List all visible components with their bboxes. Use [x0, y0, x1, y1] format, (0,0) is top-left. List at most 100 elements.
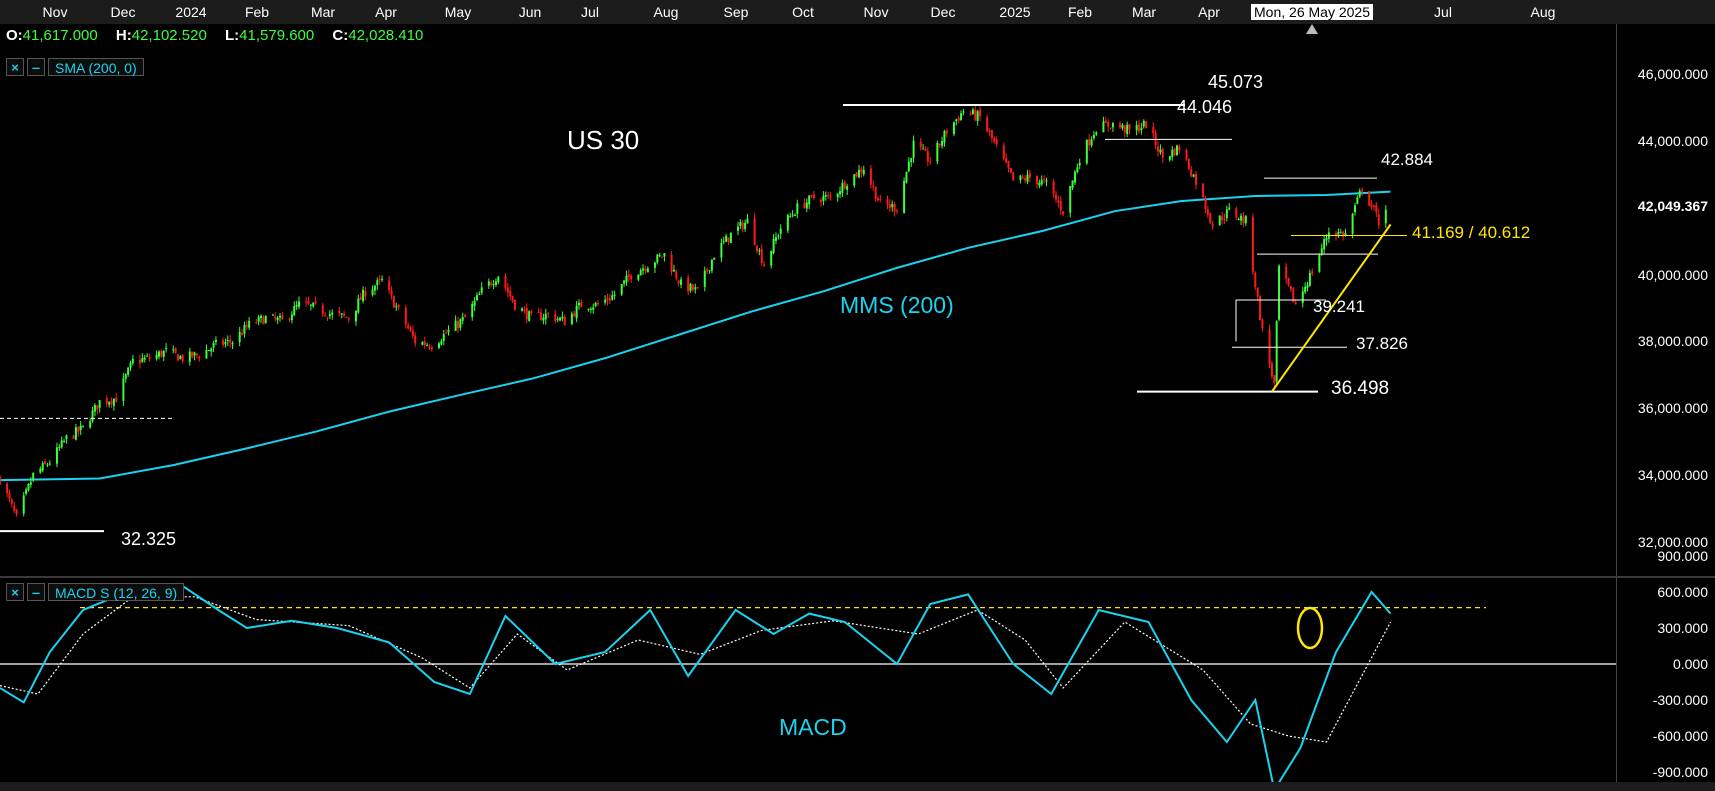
sma-indicator-name[interactable]: SMA (200, 0): [48, 58, 144, 76]
candle-body: [490, 282, 493, 285]
candle-body: [1088, 139, 1091, 146]
candle-body: [661, 256, 664, 258]
candle-body: [1092, 134, 1095, 139]
time-tick-label: Apr: [375, 4, 397, 20]
candle-body: [1007, 161, 1010, 169]
candle-body: [836, 193, 839, 198]
candle-body: [127, 367, 130, 375]
candle-body: [371, 289, 374, 295]
candle-body: [388, 280, 391, 291]
candle-body: [739, 222, 742, 226]
candle-body: [229, 339, 232, 343]
time-tick-label: Sep: [723, 4, 749, 20]
candle-body: [1019, 175, 1022, 181]
level-label-32325: 32.325: [121, 529, 177, 549]
candle-body: [544, 313, 547, 320]
candle-body: [397, 304, 400, 308]
candle-body: [926, 151, 929, 162]
candle-body: [155, 354, 158, 359]
candle-body: [1256, 287, 1259, 297]
candle-body: [1292, 288, 1295, 303]
candle-body: [805, 202, 808, 209]
candle-body: [722, 241, 725, 243]
candle-body: [1225, 209, 1228, 219]
candle-body: [1334, 233, 1337, 236]
level-label-41169-40612: 41.169 / 40.612: [1412, 223, 1531, 242]
candle-body: [354, 310, 357, 322]
candle-body: [328, 314, 331, 317]
time-tick-label: Aug: [653, 4, 679, 20]
candle-body: [41, 463, 44, 471]
macd-close-button[interactable]: ×: [6, 583, 24, 601]
candle-body: [777, 235, 780, 237]
candle-body: [407, 325, 410, 329]
candle-body: [1353, 205, 1356, 213]
open-value: 41,617.000: [22, 27, 98, 44]
candle-body: [112, 398, 115, 406]
candle-body: [855, 172, 858, 177]
candle-body: [1206, 209, 1209, 216]
candle-body: [670, 254, 673, 272]
candle-body: [98, 400, 101, 408]
level-label-42884: 42.884: [1381, 150, 1433, 169]
candle-body: [879, 199, 882, 201]
candle-body: [608, 298, 611, 301]
current-price-label: 42,049.367: [1637, 198, 1708, 215]
macd-line: [0, 584, 1392, 791]
candle-body: [986, 117, 989, 132]
candle-body: [105, 398, 108, 404]
macd-tick-label: 0.000: [1672, 656, 1708, 672]
candle-body: [364, 291, 367, 297]
candle-body: [231, 342, 234, 345]
candle-body: [1294, 302, 1297, 305]
candle-body: [1071, 180, 1074, 188]
candle-body: [1337, 231, 1340, 235]
candle-body: [1076, 167, 1079, 173]
macd-indicator-name[interactable]: MACD S (12, 26, 9): [48, 583, 185, 601]
sma-close-button[interactable]: ×: [6, 58, 24, 76]
candle-body: [1104, 120, 1107, 123]
candle-body: [594, 302, 597, 306]
candle-body: [260, 315, 263, 319]
candle-body: [193, 352, 196, 356]
candle-body: [340, 313, 343, 315]
panel-separator[interactable]: [0, 576, 1715, 578]
price-axis[interactable]: 46,000.000 44,000.000 42,049.367 40,000.000…: [1616, 24, 1715, 791]
candle-body: [1361, 189, 1364, 192]
candle-body: [537, 312, 540, 314]
candle-body: [290, 314, 293, 321]
candle-body: [1344, 232, 1347, 236]
candle-body: [442, 334, 445, 341]
candle-body: [224, 342, 227, 345]
candle-body: [1244, 215, 1247, 224]
candle-body: [938, 143, 941, 146]
candle-body: [1242, 217, 1245, 223]
macd-tick-label: -300.000: [1652, 692, 1708, 708]
candle-body: [214, 339, 217, 343]
candle-body: [891, 204, 894, 207]
bottom-scrollbar[interactable]: [0, 782, 1715, 791]
candle-body: [791, 214, 794, 216]
time-axis[interactable]: Nov Dec 2024 Feb Mar Apr May Jun Jul Aug Sep Oct Nov…: [0, 0, 1715, 24]
candle-body: [578, 302, 581, 306]
candle-body: [1377, 213, 1380, 226]
sma-minimize-button[interactable]: ‒: [27, 58, 45, 76]
candle-body: [271, 314, 274, 316]
candle-body: [205, 349, 208, 359]
candle-body: [1384, 209, 1387, 224]
candle-body: [1178, 146, 1181, 151]
candle-body: [160, 350, 163, 357]
candle-body: [93, 405, 96, 412]
candle-body: [979, 109, 982, 117]
macd-minimize-button[interactable]: ‒: [27, 583, 45, 601]
candle-body: [727, 237, 730, 242]
candle-body: [445, 332, 448, 334]
candle-body: [297, 301, 300, 307]
candle-body: [1270, 363, 1273, 377]
candle-body: [162, 350, 165, 357]
candle-body: [1185, 149, 1188, 160]
candle-body: [347, 318, 350, 320]
candle-body: [1318, 255, 1321, 272]
candle-body: [639, 270, 642, 276]
